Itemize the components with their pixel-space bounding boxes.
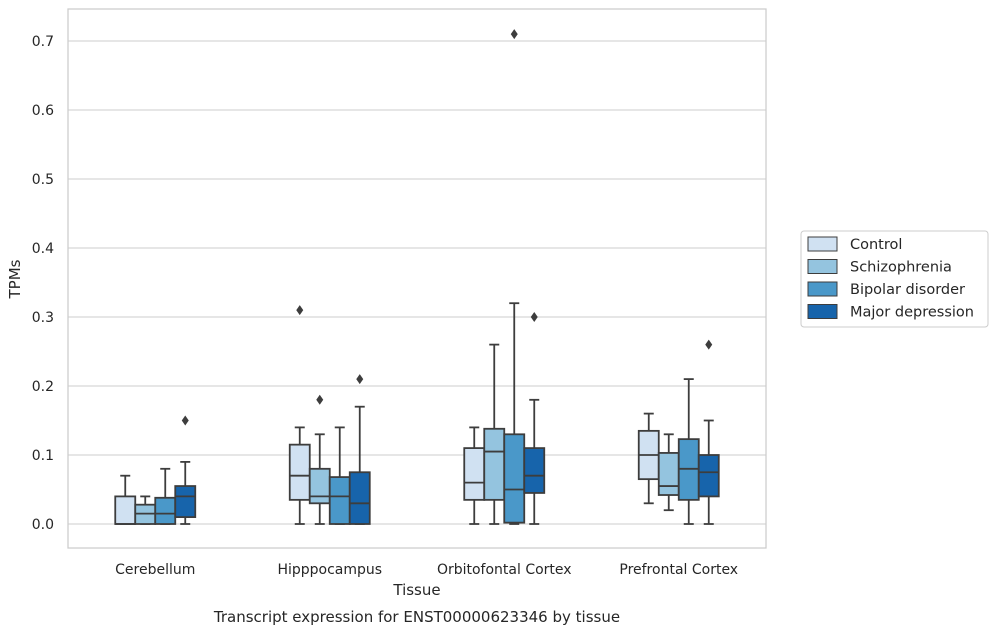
box-body <box>657 452 680 496</box>
legend-item: Major depression <box>807 304 974 321</box>
legend: Control Schizophrenia Bipolar disorder Majo… <box>800 230 989 328</box>
box-groups <box>114 29 720 525</box>
box-body <box>154 496 177 525</box>
box <box>677 378 700 525</box>
outlier-point <box>316 394 324 405</box>
chart-caption: Transcript expression for ENST0000062334… <box>213 608 620 626</box>
outlier-point <box>296 305 304 316</box>
y-tick-labels: 0.0 0.1 0.2 0.3 0.4 0.5 0.6 0.7 <box>32 34 54 533</box>
legend-item: Schizophrenia <box>807 259 952 276</box>
y-tick-label: 0.2 <box>32 379 54 395</box>
outlier-point <box>356 374 364 385</box>
box <box>657 433 680 512</box>
box-body <box>288 443 311 501</box>
category-group <box>288 305 371 525</box>
category-group <box>463 29 546 525</box>
y-tick-label: 0.1 <box>32 448 54 464</box>
box-body <box>523 447 546 494</box>
x-tick-label: Orbitofontal Cortex <box>437 562 572 578</box>
outlier-point <box>530 312 538 322</box>
box <box>463 426 486 525</box>
box-body <box>483 427 506 501</box>
legend-label: Control <box>850 237 902 253</box>
outlier-point <box>705 339 713 350</box>
y-tick-label: 0.0 <box>32 517 54 533</box>
box <box>114 474 137 525</box>
box <box>288 305 311 525</box>
box-body <box>328 476 351 525</box>
box-body <box>114 495 137 525</box>
box-body <box>697 454 720 498</box>
legend-swatch <box>807 236 838 252</box>
x-tick-labels: Cerebellum Hipppocampus Orbitofontal Corte… <box>115 562 738 578</box>
box-body <box>308 467 331 505</box>
box <box>637 412 660 505</box>
legend-label: Bipolar disorder <box>850 282 965 298</box>
legend-item: Control <box>807 236 902 253</box>
legend-label: Schizophrenia <box>850 260 952 276</box>
box <box>523 312 546 525</box>
outlier-point <box>181 415 189 426</box>
box <box>503 29 526 525</box>
box <box>697 339 720 525</box>
y-tick-label: 0.7 <box>32 34 54 50</box>
x-tick-label: Prefrontal Cortex <box>619 562 738 578</box>
box-body <box>348 471 371 525</box>
x-tick-label: Cerebellum <box>115 562 195 578</box>
y-tick-label: 0.5 <box>32 172 54 188</box>
legend-swatch <box>807 281 838 297</box>
legend-swatch <box>807 304 838 319</box>
box-body <box>463 447 486 501</box>
outlier-point <box>510 29 518 40</box>
plot-frame <box>67 8 767 549</box>
box-body <box>174 485 197 518</box>
legend-item: Bipolar disorder <box>807 281 965 298</box>
y-tick-label: 0.3 <box>32 310 54 326</box>
x-tick-label: Hipppocampus <box>277 562 382 578</box>
legend-frame <box>800 230 989 328</box>
legend-swatch <box>807 259 838 274</box>
y-tick-label: 0.6 <box>32 103 54 119</box>
y-axis-label: TPMs <box>6 259 24 299</box>
box <box>348 374 371 525</box>
y-tick-label: 0.4 <box>32 241 54 257</box>
legend-label: Major depression <box>850 305 974 321</box>
box-body <box>503 433 526 524</box>
category-group <box>637 339 720 525</box>
category-group <box>114 415 197 525</box>
x-axis-label: Tissue <box>392 581 440 599</box>
box <box>174 415 197 525</box>
